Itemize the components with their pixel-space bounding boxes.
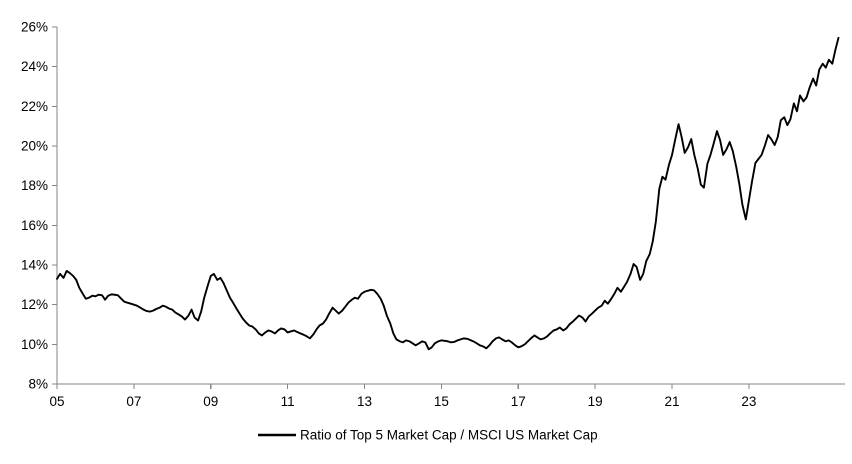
y-tick-label: 16% <box>21 218 48 233</box>
x-tick-label: 19 <box>588 394 603 409</box>
x-tick-label: 17 <box>511 394 526 409</box>
series-line-ratio-top5 <box>56 36 840 351</box>
legend: Ratio of Top 5 Market Cap / MSCI US Mark… <box>258 428 598 443</box>
y-tick-label: 24% <box>21 59 48 74</box>
x-axis-ticks <box>56 384 750 389</box>
x-axis-group: 05 07 09 11 13 15 17 19 21 23 <box>49 383 845 409</box>
x-tick-label: 15 <box>434 394 449 409</box>
x-axis-tick-labels: 05 07 09 11 13 15 17 19 21 23 <box>49 394 756 409</box>
y-tick-label: 14% <box>21 258 48 273</box>
x-tick-label: 21 <box>665 394 680 409</box>
x-tick-label: 23 <box>741 394 756 409</box>
y-axis-ticks <box>52 26 57 385</box>
legend-label: Ratio of Top 5 Market Cap / MSCI US Mark… <box>300 428 598 443</box>
y-tick-label: 18% <box>21 178 48 193</box>
x-tick-label: 13 <box>357 394 372 409</box>
y-tick-label: 12% <box>21 297 48 312</box>
y-tick-label: 22% <box>21 99 48 114</box>
x-tick-label: 07 <box>126 394 141 409</box>
x-tick-label: 11 <box>281 394 295 409</box>
series-group <box>56 36 840 351</box>
y-axis-tick-labels: 8% 10% 12% 14% 16% 18% 20% 22% 24% 26% <box>21 20 48 392</box>
y-tick-label: 26% <box>21 20 48 35</box>
x-tick-label: 05 <box>49 394 64 409</box>
y-tick-label: 20% <box>21 139 48 154</box>
y-axis-group: 8% 10% 12% 14% 16% 18% 20% 22% 24% 26% <box>21 20 58 392</box>
y-tick-label: 8% <box>28 377 48 392</box>
x-tick-label: 09 <box>203 394 218 409</box>
y-tick-label: 10% <box>21 337 48 352</box>
